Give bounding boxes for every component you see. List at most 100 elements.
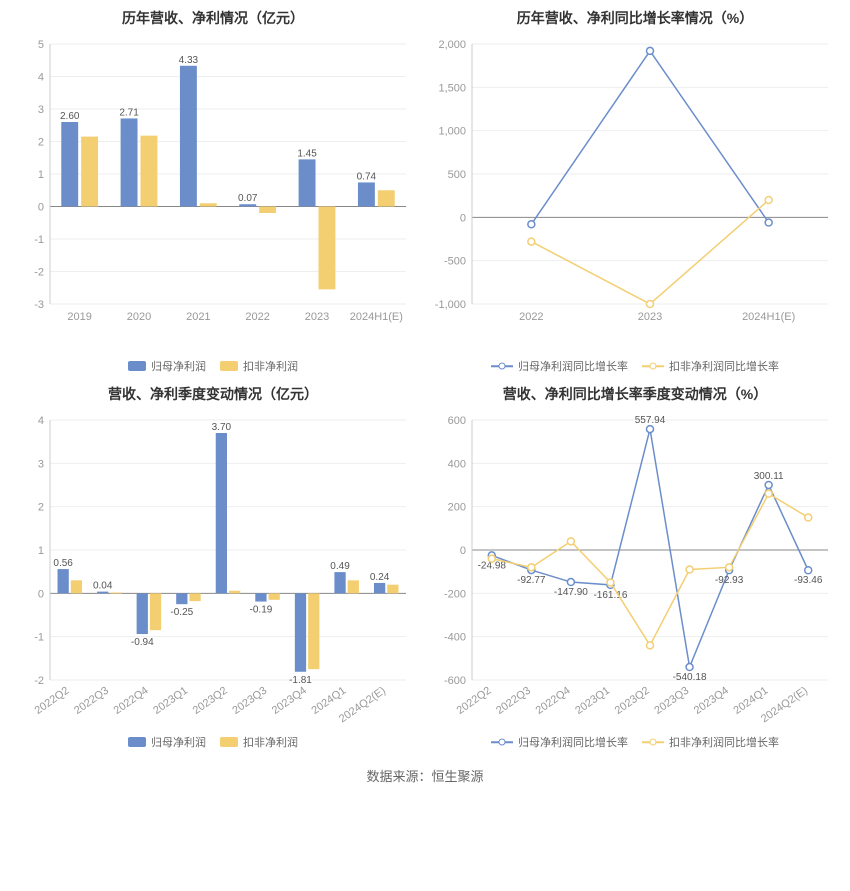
chart-plot: -600-400-20002004006002022Q22022Q32022Q4… [430,410,840,730]
svg-text:2.71: 2.71 [119,107,139,118]
legend-item: 归母净利润 [128,734,206,750]
chart-title: 历年营收、净利同比增长率情况（%） [430,8,840,28]
line-marker [647,301,654,308]
legend-item: 归母净利润同比增长率 [491,358,628,374]
legend-label: 扣非净利润 [243,734,298,750]
bar [180,66,197,207]
svg-text:2024H1(E): 2024H1(E) [742,311,795,323]
line-marker [528,564,535,571]
legend-swatch [491,361,513,371]
svg-text:2023: 2023 [638,311,662,323]
legend-label: 扣非净利润同比增长率 [669,358,779,374]
svg-text:2023Q3: 2023Q3 [652,685,691,717]
bar [176,593,187,604]
chart-title: 历年营收、净利情况（亿元） [8,8,418,28]
svg-text:2.60: 2.60 [60,111,80,122]
svg-text:-1: -1 [34,632,44,644]
svg-text:200: 200 [448,502,466,514]
svg-text:2023Q2: 2023Q2 [191,685,230,717]
legend-label: 扣非净利润 [243,358,298,374]
svg-text:-400: -400 [444,632,466,644]
chart-plot: -2-1012342022Q22022Q32022Q42023Q12023Q22… [8,410,418,730]
svg-text:-500: -500 [444,256,466,268]
svg-text:2,000: 2,000 [438,39,466,51]
bar [334,572,345,593]
svg-text:0.24: 0.24 [370,572,390,583]
svg-text:0: 0 [460,212,466,224]
svg-text:1: 1 [38,169,44,181]
svg-text:2023Q1: 2023Q1 [573,685,612,717]
legend-swatch [220,361,238,371]
bar [121,118,138,206]
line-marker [528,238,535,245]
bar [216,433,227,593]
svg-text:2022: 2022 [519,311,543,323]
svg-text:2: 2 [38,137,44,149]
line-marker [686,566,693,573]
chart-plot: -1,000-50005001,0001,5002,00020222023202… [430,34,840,354]
chart-legend: 归母净利润 扣非净利润 [8,734,418,750]
svg-text:2023Q4: 2023Q4 [692,685,731,717]
bar [239,204,256,206]
bar [110,592,121,593]
svg-text:2023Q3: 2023Q3 [230,685,269,717]
legend-label: 扣非净利润同比增长率 [669,734,779,750]
panel-bottom-left: 营收、净利季度变动情况（亿元）-2-1012342022Q22022Q32022… [8,384,418,750]
svg-text:3: 3 [38,104,44,116]
svg-text:-2: -2 [34,267,44,279]
svg-text:557.94: 557.94 [635,415,666,426]
svg-text:0.49: 0.49 [330,561,350,572]
svg-text:-1: -1 [34,234,44,246]
svg-text:0: 0 [38,588,44,600]
svg-text:-200: -200 [444,588,466,600]
panel-top-left: 历年营收、净利情况（亿元）-3-2-1012345201920202021202… [8,8,418,374]
svg-text:-600: -600 [444,675,466,687]
bar [299,159,316,206]
line-marker [765,219,772,226]
svg-text:2024H1(E): 2024H1(E) [350,311,403,323]
bar [269,593,280,600]
bar [150,593,161,630]
legend-label: 归母净利润同比增长率 [518,358,628,374]
svg-text:-1,000: -1,000 [435,299,466,311]
svg-text:0.56: 0.56 [53,558,73,569]
data-source-footer: 数据来源：恒生聚源 [0,758,850,797]
line-series [492,494,808,646]
svg-text:-93.46: -93.46 [794,575,823,586]
svg-text:-92.77: -92.77 [517,575,546,586]
svg-text:-2: -2 [34,675,44,687]
svg-text:0.74: 0.74 [357,171,377,182]
svg-text:2023Q1: 2023Q1 [151,685,190,717]
line-series [531,200,768,304]
bar [61,122,78,207]
svg-text:300.11: 300.11 [754,471,784,482]
bar [259,207,276,214]
svg-text:2022Q3: 2022Q3 [72,685,111,717]
svg-text:2022Q4: 2022Q4 [534,685,573,717]
bar [387,585,398,594]
bar [189,593,200,601]
legend-item: 归母净利润同比增长率 [491,734,628,750]
svg-text:-540.18: -540.18 [673,672,707,683]
legend-item: 扣非净利润同比增长率 [642,358,779,374]
bar [58,569,69,593]
bar [140,136,157,207]
svg-text:1.45: 1.45 [297,148,317,159]
line-marker [567,538,574,545]
bar [374,583,385,593]
svg-text:1: 1 [38,545,44,557]
chart-title: 营收、净利同比增长率季度变动情况（%） [430,384,840,404]
svg-text:600: 600 [448,415,466,427]
bar [308,593,319,669]
legend-item: 扣非净利润同比增长率 [642,734,779,750]
bar [229,591,240,594]
chart-legend: 归母净利润同比增长率 扣非净利润同比增长率 [430,358,840,374]
svg-text:2022Q3: 2022Q3 [494,685,533,717]
legend-label: 归母净利润同比增长率 [518,734,628,750]
svg-text:0.07: 0.07 [238,193,258,204]
svg-text:1,000: 1,000 [438,126,466,138]
line-marker [488,555,495,562]
line-series [492,429,808,667]
svg-text:4: 4 [38,72,44,84]
line-marker [765,490,772,497]
